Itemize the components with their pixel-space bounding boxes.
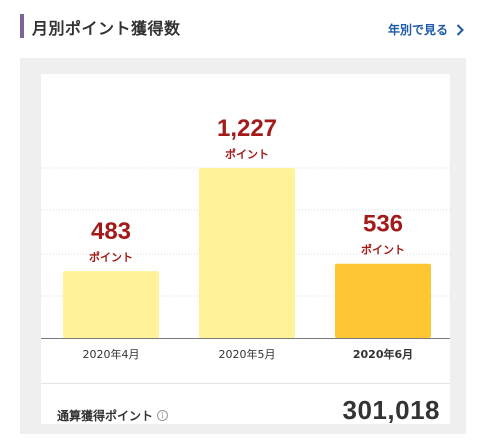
x-tick-label-0: 2020年4月 <box>83 347 140 361</box>
yearly-view-link[interactable]: 年別で見る <box>388 21 464 38</box>
bar-2 <box>335 263 431 338</box>
bar-0 <box>63 271 159 338</box>
title-accent-bar <box>20 14 24 38</box>
total-points-value: 301,018 <box>342 395 440 425</box>
section-title: 月別ポイント獲得数 <box>32 19 181 38</box>
chart-svg: 483 ポイント 2020年4月 1,227 ポイント 2020年5月 536 ポイント 202… <box>41 115 450 361</box>
x-tick-label-2: 2020年6月 <box>353 347 413 361</box>
bar-unit-label-0: ポイント <box>89 250 133 264</box>
info-icon[interactable]: i <box>157 410 169 421</box>
yearly-view-link-label[interactable]: 年別で見る <box>387 23 448 37</box>
monthly-points-chart: 483 ポイント 2020年4月 1,227 ポイント 2020年5月 536 ポイント 202… <box>41 74 450 384</box>
total-divider <box>41 383 450 384</box>
points-panel: 483 ポイント 2020年4月 1,227 ポイント 2020年5月 536 ポイント 202… <box>20 58 466 434</box>
section-header: 月別ポイント獲得数 年別で見る <box>20 14 470 40</box>
bar-value-label-0: 483 <box>91 218 131 245</box>
bar-unit-label-2: ポイント <box>361 243 405 257</box>
chevron-right-icon[interactable] <box>456 23 464 36</box>
bar-1 <box>199 168 295 338</box>
bar-unit-label-1: ポイント <box>225 147 269 161</box>
bar-value-label-1: 1,227 <box>217 115 277 142</box>
bar-value-label-2: 536 <box>363 211 403 238</box>
total-points-label: 通算獲得ポイント i <box>57 407 169 424</box>
x-tick-label-1: 2020年5月 <box>219 347 276 361</box>
points-card: 483 ポイント 2020年4月 1,227 ポイント 2020年5月 536 ポイント 202… <box>41 74 450 425</box>
total-points-label-text: 通算獲得ポイント <box>57 409 154 423</box>
